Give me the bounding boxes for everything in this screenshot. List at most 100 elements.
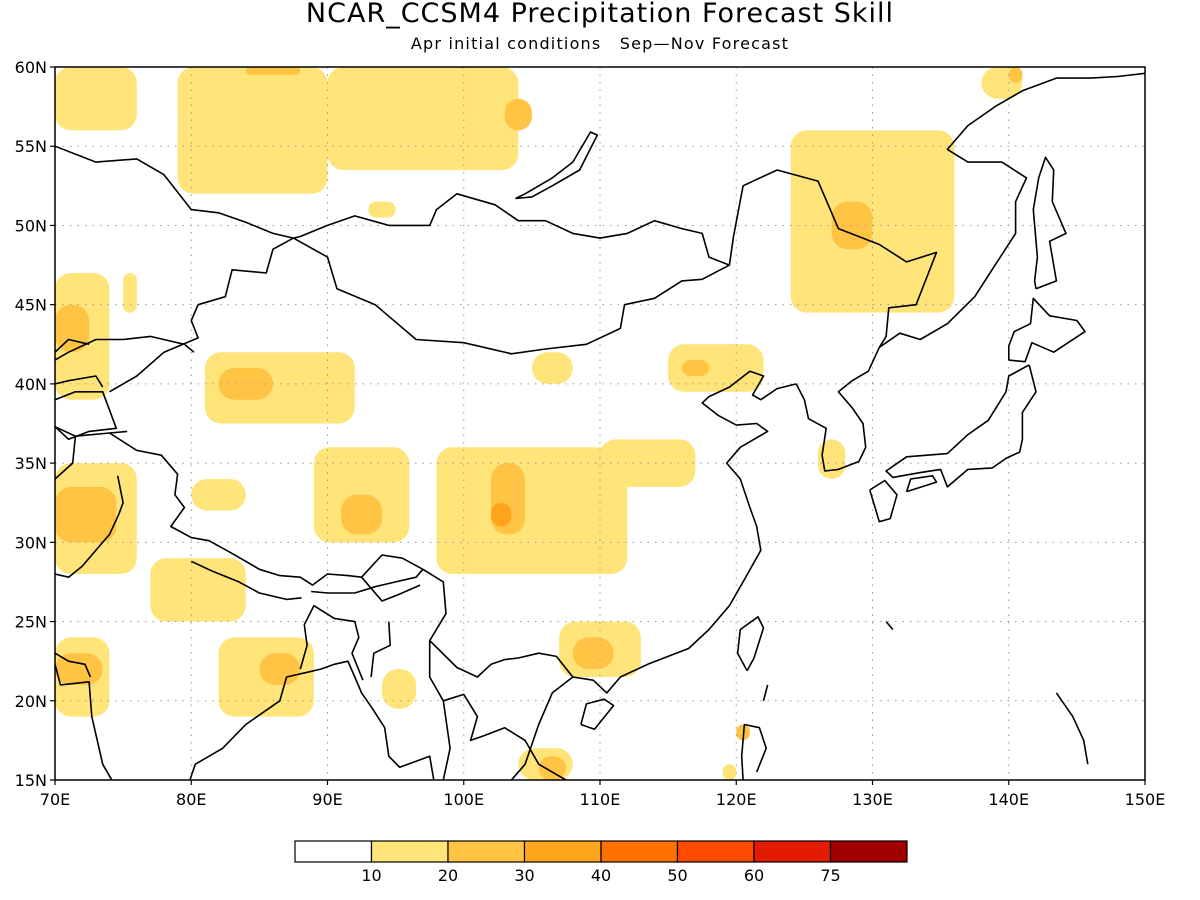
map-title: NCAR_CCSM4 Precipitation Forecast Skill <box>305 0 895 29</box>
colorbar-label: 10 <box>361 866 381 885</box>
subtitle-forecast-period: Sep—Nov Forecast <box>619 34 790 53</box>
coastline-segment <box>728 169 938 348</box>
coastline-segment <box>905 475 938 493</box>
coastline-segment <box>442 700 451 780</box>
skill-region-20 <box>218 368 273 400</box>
skill-region-20 <box>341 494 382 535</box>
lat-tick-label: 55N <box>15 137 47 156</box>
subtitle-initial-conditions: Apr initial conditions <box>410 34 602 53</box>
coastline-segment <box>55 475 124 578</box>
lat-tick-label: 60N <box>15 58 47 77</box>
colorbar-swatch <box>600 840 679 863</box>
lon-tick-label: 70E <box>40 790 70 809</box>
coastline-segment <box>189 660 435 780</box>
lon-tick-label: 150E <box>1125 790 1166 809</box>
skill-region-20 <box>55 653 103 685</box>
coastline-segment <box>109 432 424 586</box>
coastlines <box>55 72 1145 780</box>
lon-tick-label: 100E <box>443 790 484 809</box>
coastline-segment <box>510 370 797 780</box>
coastline-segment <box>293 193 731 355</box>
coastline-segment <box>299 604 364 681</box>
lat-tick-label: 30N <box>15 533 47 552</box>
map-gridlines <box>55 67 1145 780</box>
skill-region-30 <box>491 502 512 527</box>
skill-region-20 <box>55 486 117 543</box>
lon-tick-label: 140E <box>988 790 1029 809</box>
coastline-segment <box>55 391 118 441</box>
skill-region-10 <box>150 558 246 622</box>
lon-tick-label: 130E <box>852 790 893 809</box>
lat-tick-label: 50N <box>15 216 47 235</box>
skill-region-10 <box>123 272 137 313</box>
coastline-segment <box>55 338 90 353</box>
coastline-segment <box>311 568 424 594</box>
colorbar-swatch <box>370 840 449 863</box>
lon-tick-label: 110E <box>580 790 621 809</box>
coastline-segment <box>762 684 769 701</box>
coastline-segment <box>885 621 894 631</box>
coastline-segment <box>1032 156 1067 290</box>
colorbar-swatch <box>523 840 602 863</box>
lon-tick-label: 80E <box>176 790 206 809</box>
colorbar-label: 20 <box>438 866 458 885</box>
coastline-segment <box>55 652 92 678</box>
skill-region-10 <box>436 447 628 575</box>
lat-tick-label: 25N <box>15 613 47 632</box>
lat-tick-label: 20N <box>15 692 47 711</box>
skill-region-20 <box>245 67 301 75</box>
colorbar-swatch <box>753 840 832 863</box>
coastline-segment <box>55 375 104 388</box>
skill-region-10 <box>382 669 417 709</box>
skill-region-10 <box>368 201 396 218</box>
map-axes: 70E 80E 90E 100E 110E 120E 130E 140E 150E 60N 55N 5… <box>15 58 1166 809</box>
lat-tick-label: 45N <box>15 296 47 315</box>
skill-region-20 <box>259 653 301 685</box>
skill-region-20 <box>572 637 614 670</box>
coastline-segment <box>360 576 421 602</box>
map-subtitle: Apr initial conditions Sep—Nov Forecast <box>0 34 1200 53</box>
coastline-segment <box>736 616 765 672</box>
skill-region-10 <box>177 67 328 194</box>
coastline-segment <box>109 237 294 393</box>
coastline-segment <box>55 664 113 780</box>
lon-tick-label: 90E <box>312 790 342 809</box>
colorbar: 10 20 30 40 50 60 75 <box>294 840 908 885</box>
coastline-segment <box>55 425 77 480</box>
skill-region-20 <box>504 98 532 131</box>
coastline-segment <box>1055 692 1089 765</box>
colorbar-label: 75 <box>820 866 840 885</box>
coastline-segment <box>55 145 294 239</box>
coastline-segment <box>580 698 615 731</box>
colorbar-swatch <box>829 840 908 863</box>
skill-region-10 <box>55 67 137 131</box>
colorbar-label: 50 <box>667 866 687 885</box>
coastline-segment <box>515 131 599 200</box>
lon-tick-label: 120E <box>716 790 757 809</box>
coastline-segment <box>795 347 881 472</box>
skill-region-10 <box>531 352 573 384</box>
colorbar-label: 40 <box>591 866 611 885</box>
coastline-segment <box>55 335 195 361</box>
coastline-segment <box>885 364 1037 488</box>
colorbar-swatch <box>294 840 373 863</box>
colorbar-label: 30 <box>514 866 534 885</box>
lat-tick-label: 15N <box>15 771 47 790</box>
colorbar-swatch <box>447 840 526 863</box>
coastline-segment <box>740 723 767 780</box>
skill-region-20 <box>1008 67 1023 83</box>
coastline-segment <box>370 621 391 678</box>
coastline-segment <box>190 560 302 601</box>
coastline-segment <box>1008 297 1086 363</box>
lat-tick-label: 35N <box>15 454 47 473</box>
coastline-segment <box>869 479 898 523</box>
skill-region-20 <box>681 360 709 376</box>
skill-shading <box>55 67 1023 780</box>
colorbar-swatch <box>676 840 755 863</box>
lat-tick-label: 40N <box>15 375 47 394</box>
coastline-segment <box>878 72 1145 349</box>
skill-region-20 <box>538 756 566 780</box>
skill-region-10 <box>191 478 246 511</box>
colorbar-label: 60 <box>744 866 764 885</box>
